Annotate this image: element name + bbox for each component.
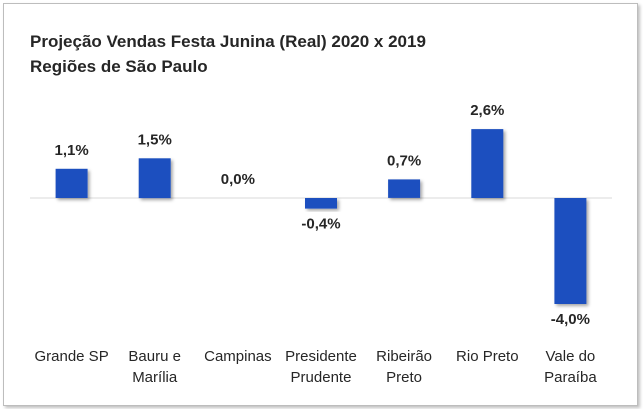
value-label-4: 0,7% — [387, 152, 421, 169]
value-label-0: 1,1% — [54, 142, 88, 159]
category-label-2-line-0: Campinas — [204, 348, 272, 365]
chart-title: Projeção Vendas Festa Junina (Real) 2020… — [30, 29, 426, 79]
category-label-1: Bauru e Marília — [128, 348, 181, 386]
category-label-1-line-1: Marília — [132, 369, 178, 386]
bar-4 — [388, 179, 421, 198]
value-label-2: 0,0% — [221, 171, 255, 188]
category-label-6-line-0: Vale do — [546, 348, 596, 365]
category-label-2: Campinas — [204, 348, 272, 365]
category-label-6-line-1: Paraíba — [544, 369, 597, 386]
value-label-3: -0,4% — [301, 216, 340, 233]
bar-5 — [471, 129, 504, 198]
category-label-0-line-0: Grande SP — [34, 348, 108, 365]
bar-1 — [138, 158, 171, 199]
category-label-3-line-1: Prudente — [291, 369, 352, 386]
category-label-0: Grande SP — [34, 348, 108, 365]
value-label-6: -4,0% — [551, 311, 590, 328]
bar-6 — [554, 198, 587, 304]
chart-title-line-2: Regiões de São Paulo — [30, 57, 208, 76]
bar-0 — [55, 168, 88, 198]
value-label-5: 2,6% — [470, 102, 504, 119]
category-label-4-line-1: Preto — [386, 369, 422, 386]
category-label-5: Rio Preto — [456, 348, 519, 365]
category-label-4: Ribeirão Preto — [376, 348, 432, 386]
category-label-1-line-0: Bauru e — [128, 348, 181, 365]
category-label-6: Vale do Paraíba — [544, 348, 597, 386]
bar-3 — [305, 198, 337, 209]
category-label-4-line-0: Ribeirão — [376, 348, 432, 365]
chart-title-line-1: Projeção Vendas Festa Junina (Real) 2020… — [30, 32, 426, 51]
category-label-5-line-0: Rio Preto — [456, 348, 519, 365]
category-label-3-line-0: Presidente — [285, 348, 357, 365]
category-label-3: Presidente Prudente — [285, 348, 357, 386]
value-label-1: 1,5% — [138, 131, 172, 148]
